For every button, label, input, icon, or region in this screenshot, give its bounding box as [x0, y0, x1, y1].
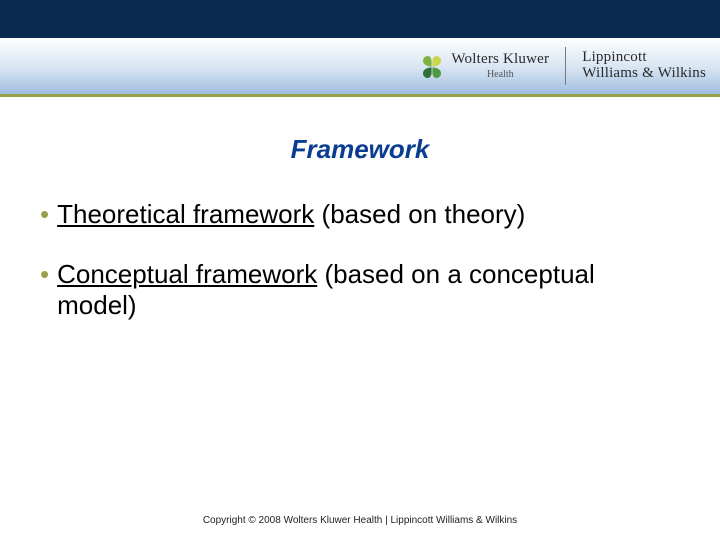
bullet-dot-icon: • — [40, 259, 49, 291]
wk-clover-icon — [419, 54, 445, 80]
wk-text-block: Wolters Kluwer Health — [451, 52, 549, 80]
wolters-kluwer-logo: Wolters Kluwer Health — [419, 52, 549, 80]
list-item: • Conceptual framework (based on a conce… — [40, 259, 680, 322]
bullet-rest: (based on theory) — [314, 199, 525, 229]
brand-divider — [565, 47, 566, 85]
bullet-underlined: Theoretical framework — [57, 199, 314, 229]
lww-line1: Lippincott — [582, 50, 706, 66]
list-item: • Theoretical framework (based on theory… — [40, 199, 680, 231]
bullet-text: Conceptual framework (based on a concept… — [57, 259, 680, 322]
copyright-footer: Copyright © 2008 Wolters Kluwer Health |… — [0, 515, 720, 526]
header-olive-rule — [0, 94, 720, 97]
bullet-dot-icon: • — [40, 199, 49, 231]
bullet-underlined: Conceptual framework — [57, 259, 317, 289]
wk-brand-name: Wolters Kluwer — [451, 52, 549, 68]
header-gradient-bar: Wolters Kluwer Health Lippincott William… — [0, 38, 720, 94]
lww-line2: Williams & Wilkins — [582, 66, 706, 82]
slide-title: Framework — [0, 134, 720, 165]
brand-block: Wolters Kluwer Health Lippincott William… — [419, 47, 706, 85]
bullet-list: • Theoretical framework (based on theory… — [0, 199, 720, 322]
bullet-text: Theoretical framework (based on theory) — [57, 199, 680, 231]
header-navy-bar — [0, 0, 720, 38]
slide-header: Wolters Kluwer Health Lippincott William… — [0, 0, 720, 98]
wk-brand-sub: Health — [451, 70, 549, 81]
lww-logo: Lippincott Williams & Wilkins — [582, 50, 706, 82]
